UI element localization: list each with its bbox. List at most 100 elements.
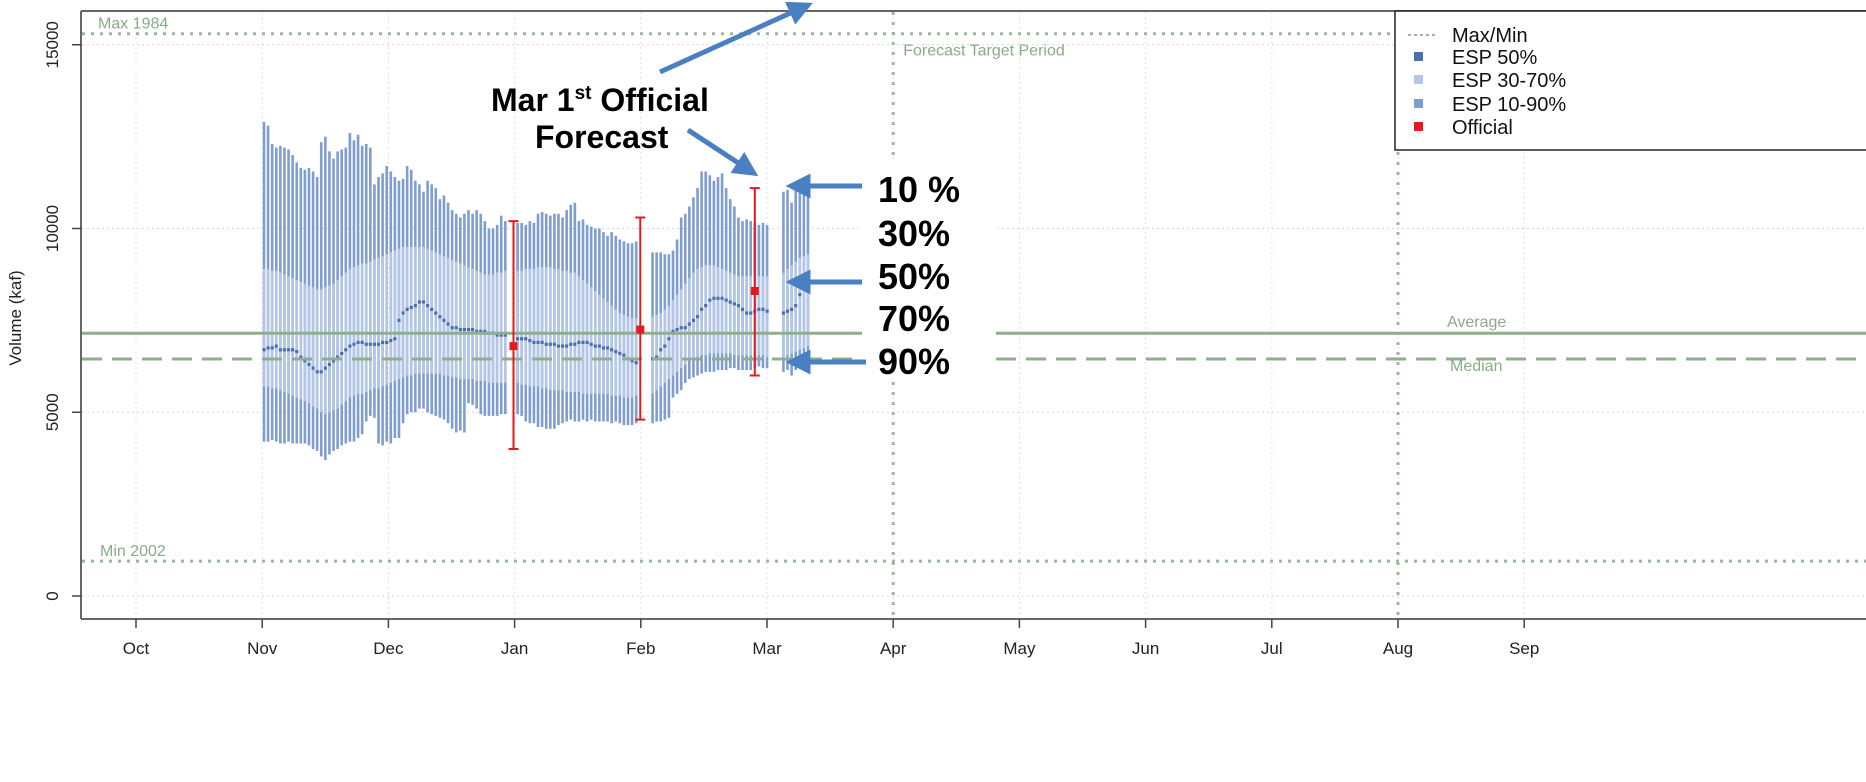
esp-50-point xyxy=(553,343,556,346)
x-tick-label-sep: Sep xyxy=(1509,639,1539,658)
esp-50-point xyxy=(586,341,589,344)
esp-50-point xyxy=(275,345,278,348)
esp-50-point xyxy=(565,345,568,348)
median-label: Median xyxy=(1450,358,1502,375)
esp-50-point xyxy=(577,341,580,344)
esp-50-point xyxy=(369,343,372,346)
legend-esp3070-label: ESP 30-70% xyxy=(1452,70,1566,92)
esp-50-point xyxy=(311,367,314,370)
official-point xyxy=(509,342,517,350)
arrow-to-forecast-period xyxy=(660,6,806,72)
x-tick-label-jun: Jun xyxy=(1132,639,1159,658)
esp-50-point xyxy=(765,310,768,313)
esp-50-point xyxy=(598,345,601,348)
esp-50-point xyxy=(520,337,523,340)
average-label: Average xyxy=(1447,314,1506,331)
esp-50-point xyxy=(561,345,564,348)
esp-50-point xyxy=(745,311,748,314)
legend-esp50-swatch xyxy=(1414,52,1423,61)
x-tick-label-aug: Aug xyxy=(1383,639,1413,658)
percentile-label-10: 10 % xyxy=(878,169,960,210)
esp-50-point xyxy=(581,341,584,344)
esp-50-point xyxy=(356,341,359,344)
esp-50-point xyxy=(418,300,421,303)
esp-50-point xyxy=(434,311,437,314)
esp-50-point xyxy=(532,341,535,344)
esp-50-point xyxy=(790,308,793,311)
x-tick-label-oct: Oct xyxy=(123,639,150,658)
min-label: Min 2002 xyxy=(100,543,166,560)
esp-50-point xyxy=(397,319,400,322)
esp-50-point xyxy=(414,304,417,307)
esp-50-point xyxy=(610,348,613,351)
esp-50-point xyxy=(573,343,576,346)
esp-50-point xyxy=(442,319,445,322)
esp-50-point xyxy=(708,299,711,302)
esp-50-point xyxy=(262,348,265,351)
esp-50-point xyxy=(467,328,470,331)
esp-50-point xyxy=(757,308,760,311)
esp-50-point xyxy=(377,343,380,346)
legend-esp3070-swatch xyxy=(1414,75,1423,84)
esp-50-point xyxy=(524,337,527,340)
esp-50-point xyxy=(422,300,425,303)
esp-50-point xyxy=(348,345,351,348)
esp-50-point xyxy=(675,328,678,331)
legend-esp1090-label: ESP 10-90% xyxy=(1452,94,1566,116)
esp-50-point xyxy=(635,361,638,364)
esp-50-point xyxy=(316,370,319,373)
esp-50-point xyxy=(324,367,327,370)
x-tick-label-may: May xyxy=(1003,639,1036,658)
esp-50-point xyxy=(463,328,466,331)
esp-50-point xyxy=(712,297,715,300)
esp-50-point xyxy=(361,341,364,344)
esp-50-point xyxy=(389,339,392,342)
esp-50-point xyxy=(737,304,740,307)
esp-50-point xyxy=(291,348,294,351)
esp-50-point xyxy=(794,304,797,307)
y-tick-label-10000: 10000 xyxy=(43,205,62,252)
esp-50-point xyxy=(283,348,286,351)
esp-50-point xyxy=(344,348,347,351)
esp-50-point xyxy=(549,343,552,346)
legend: Max/Min ESP 50% ESP 30-70% ESP 10-90% Of… xyxy=(1395,11,1866,150)
esp-50-point xyxy=(541,341,544,344)
esp-50-point xyxy=(307,363,310,366)
official-forecast-annotation-line2: Forecast xyxy=(535,119,669,155)
esp-50-point xyxy=(266,346,269,349)
forecast-target-period-label: Forecast Target Period xyxy=(903,43,1065,60)
esp-50-point xyxy=(663,345,666,348)
esp-50-point xyxy=(786,310,789,313)
arrow-to-official-forecast xyxy=(688,130,752,172)
esp-50-point xyxy=(741,308,744,311)
x-tick-label-jul: Jul xyxy=(1261,639,1283,658)
esp-series xyxy=(262,122,809,460)
official-forecast-sup: st xyxy=(575,83,593,104)
percentile-label-70: 70% xyxy=(878,298,950,339)
esp-50-point xyxy=(381,341,384,344)
y-tick-label-0: 0 xyxy=(43,591,62,600)
esp-50-point xyxy=(802,286,805,289)
esp-50-point xyxy=(545,343,548,346)
official-forecast-word: Official xyxy=(592,82,709,118)
x-tick-label-apr: Apr xyxy=(880,639,907,658)
esp-50-point xyxy=(659,348,662,351)
esp-50-point xyxy=(426,304,429,307)
y-axis-title: Volume (kaf) xyxy=(6,270,25,365)
max-label: Max 1984 xyxy=(98,16,168,33)
esp-50-point xyxy=(373,343,376,346)
legend-official-swatch xyxy=(1414,122,1423,131)
esp-50-point xyxy=(352,343,355,346)
esp-50-point xyxy=(590,343,593,346)
legend-esp1090-swatch xyxy=(1414,99,1423,108)
esp-50-point xyxy=(720,297,723,300)
esp-50-point xyxy=(528,339,531,342)
esp-50-point xyxy=(393,337,396,340)
esp-50-point xyxy=(782,311,785,314)
x-tick-label-feb: Feb xyxy=(626,639,655,658)
esp-50-point xyxy=(516,337,519,340)
esp-50-point xyxy=(455,326,458,329)
official-point xyxy=(751,287,759,295)
esp-50-point xyxy=(279,348,282,351)
